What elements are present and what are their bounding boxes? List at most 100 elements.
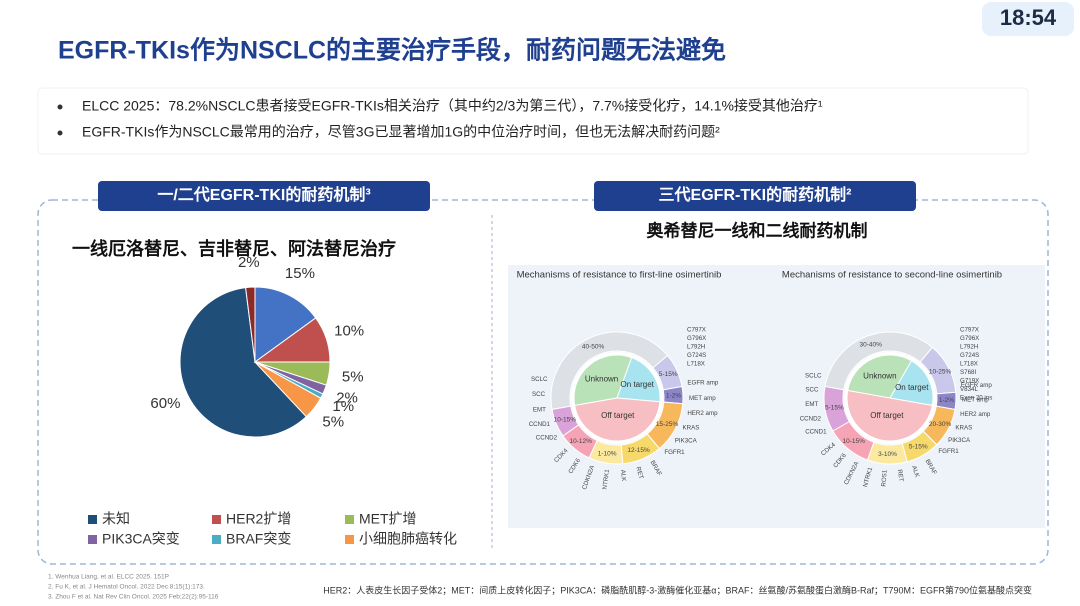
gene-label: KRAS <box>683 425 700 432</box>
legend-label: HER2扩增 <box>226 511 291 527</box>
ring-label: 1-2% <box>666 392 681 399</box>
diagram-title: Mechanisms of resistance to first-line o… <box>517 270 722 281</box>
inner-segment <box>574 397 661 442</box>
clock-badge <box>982 2 1074 36</box>
legend-swatch <box>88 535 97 544</box>
pie-slice <box>254 361 322 418</box>
mutation-label: G796X <box>687 335 706 342</box>
gene-label: RET <box>634 466 644 480</box>
legend-swatch <box>212 515 221 524</box>
footnote: 3. Zhou F et al. Nat Rev Clin Oncol. 202… <box>48 594 219 601</box>
inner-label: On target <box>621 380 655 389</box>
mutation-label: Exon 20 ins <box>960 395 992 402</box>
ring-label: 40-50% <box>582 344 605 351</box>
mutation-label: L792H <box>687 344 705 351</box>
ring-label: 15-25% <box>656 421 679 428</box>
slide-title: EGFR-TKIs作为NSCLC的主要治疗手段，耐药问题无法避免 <box>58 36 726 65</box>
data-label: 60% <box>150 395 180 412</box>
mutation-label: S768I <box>960 369 976 376</box>
ring-label: 5-15% <box>825 405 844 412</box>
ring-label: 10-15% <box>842 438 865 445</box>
data-label: 5% <box>322 414 344 431</box>
ring-label: 20-30% <box>929 421 952 428</box>
gene-label: PIK3CA <box>675 438 698 445</box>
data-label: 2% <box>238 254 260 271</box>
gene-label: ALK <box>910 465 921 479</box>
gene-label: SCC <box>532 391 546 398</box>
gene-label: CCND2 <box>800 415 822 422</box>
mutation-label: C797X <box>687 327 706 334</box>
gene-label: EGFR amp <box>687 380 719 387</box>
gene-label: CCND2 <box>536 435 558 442</box>
legend-label: 小细胞肺癌转化 <box>359 531 457 547</box>
footnote: 1. Wenhua Liang, et al. ELCC 2025. 151P <box>48 574 169 581</box>
data-label: 15% <box>285 265 315 282</box>
data-label: 2% <box>336 389 358 406</box>
ring-label: 1-2% <box>939 397 954 404</box>
legend-label: BRAF突变 <box>226 531 291 547</box>
gene-label: MET amp <box>962 397 989 404</box>
mutation-label: L718X <box>687 361 705 368</box>
ring-label: 12-15% <box>627 447 650 454</box>
legend-swatch <box>345 535 354 544</box>
ring-segment <box>551 405 580 437</box>
inner-segment <box>846 389 933 442</box>
gene-label: SCC <box>805 387 819 394</box>
ring-label: 3-10% <box>878 451 897 458</box>
inner-label: Unknown <box>863 371 896 380</box>
gene-label: CCND1 <box>529 421 551 428</box>
gene-label: RET <box>896 469 905 482</box>
gene-label: EGFR amp <box>961 382 993 389</box>
chart-title: 一线厄洛替尼、吉非替尼、阿法替尼治疗 <box>72 238 396 259</box>
gene-label: FGFR1 <box>938 448 959 455</box>
inner-label: On target <box>895 383 929 392</box>
data-label: 10% <box>334 322 364 339</box>
gene-label: CCND1 <box>805 429 827 436</box>
ring-label: 10-12% <box>569 438 592 445</box>
mutation-label: G724S <box>960 352 979 359</box>
gene-label: FGFR1 <box>664 449 685 456</box>
clock: 18:54 <box>1000 5 1057 30</box>
legend-label: PIK3CA突变 <box>102 531 180 547</box>
gene-label: ROS1 <box>880 469 888 487</box>
ring-label: 1-10% <box>598 450 617 457</box>
mutation-label: V834L <box>960 386 978 393</box>
data-label: 1% <box>332 398 354 415</box>
legend-swatch <box>88 515 97 524</box>
gene-label: HER2 amp <box>960 411 991 418</box>
bullet: ELCC 2025：78.2%NSCLC患者接受EGFR-TKIs相关治疗（其中… <box>82 98 823 114</box>
bullet-box <box>37 87 1029 155</box>
mutation-label: L792H <box>960 344 978 351</box>
gene-label: ALK <box>619 470 627 483</box>
legend-swatch <box>345 515 354 524</box>
inner-label: Off target <box>601 411 635 420</box>
ring-segment <box>823 385 850 432</box>
inner-segment <box>573 354 633 407</box>
inner-segment <box>889 360 934 407</box>
bullet-dot <box>57 130 63 136</box>
gene-label: PIK3CA <box>948 437 971 444</box>
section-header <box>98 181 430 211</box>
section-header-text: 一/二代EGFR-TKI的耐药机制³ <box>157 185 370 204</box>
abbreviations: HER2：人表皮生长因子受体2；MET：间质上皮转化因子；PIK3CA：磷脂酰肌… <box>323 584 1032 595</box>
ring-label: 5-15% <box>909 444 928 451</box>
mutation-label: C797X <box>960 327 979 334</box>
gene-label: HER2 amp <box>687 410 718 417</box>
legend-swatch <box>212 535 221 544</box>
pie-slice <box>179 287 308 438</box>
diagram-subtitle: 奥希替尼一线和二线耐药机制 <box>647 220 868 240</box>
legend-label: MET扩增 <box>359 511 417 527</box>
ring-label: 30-40% <box>859 342 882 349</box>
ring-label: 5-15% <box>659 371 678 378</box>
gene-label: KRAS <box>955 425 972 432</box>
inner-segment <box>616 356 661 403</box>
section-header <box>594 181 916 211</box>
inner-label: Unknown <box>585 375 618 384</box>
pie-slice <box>254 286 317 363</box>
gene-label: SCLC <box>531 376 548 383</box>
ring-label: 10-15% <box>554 416 577 423</box>
bullet-dot <box>57 104 63 110</box>
mutation-label: L718X <box>960 361 978 368</box>
inner-label: Off target <box>870 411 904 420</box>
